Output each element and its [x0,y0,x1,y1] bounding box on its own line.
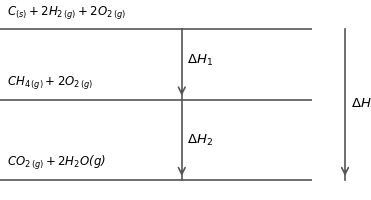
Text: $CO_{2\,(g)} + 2H_2O$(g): $CO_{2\,(g)} + 2H_2O$(g) [7,153,106,171]
Text: $\Delta H_2$: $\Delta H_2$ [187,132,213,148]
Text: $CH_{4\,(g)} + 2O_{2\,(g)}$: $CH_{4\,(g)} + 2O_{2\,(g)}$ [7,74,94,91]
Text: $\Delta H_1$: $\Delta H_1$ [187,52,213,68]
Text: $C_{(s)} + 2H_{2\,(g)} + 2O_{2\,(g)}$: $C_{(s)} + 2H_{2\,(g)} + 2O_{2\,(g)}$ [7,4,127,21]
Text: $\Delta H_3$: $\Delta H_3$ [351,96,371,112]
